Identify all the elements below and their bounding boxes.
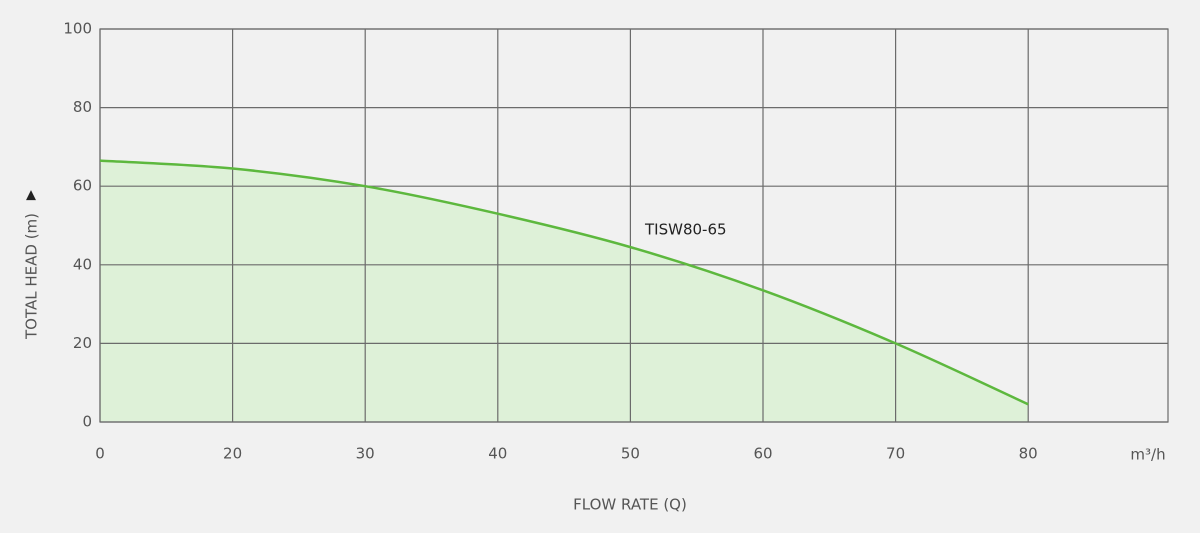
x-axis-label: FLOW RATE (Q) xyxy=(573,496,687,514)
y-tick-label: 80 xyxy=(73,98,92,116)
y-axis-marker: ▲ xyxy=(26,188,36,203)
y-tick-label: 0 xyxy=(82,413,92,431)
x-tick-label: 20 xyxy=(223,445,242,463)
x-tick-label: 70 xyxy=(886,445,905,463)
line xyxy=(99,159,1029,406)
y-tick-label: 100 xyxy=(63,20,92,38)
plot-frame xyxy=(99,28,1169,423)
x-tick-label: 80 xyxy=(1019,445,1038,463)
x-tick-label: 50 xyxy=(621,445,640,463)
x-tick-label: 0 xyxy=(95,445,105,463)
y-axis-label: TOTAL HEAD (m) xyxy=(23,213,41,340)
annotation: TISW80-65 xyxy=(644,221,727,239)
area xyxy=(100,160,1029,422)
x-tick-label: 40 xyxy=(488,445,507,463)
x-tick-label: 30 xyxy=(356,445,375,463)
y-tick-label: 20 xyxy=(73,334,92,352)
x-tick-label: 60 xyxy=(753,445,772,463)
y-tick-label: 40 xyxy=(73,255,92,273)
x-unit: m³/h xyxy=(1130,446,1165,464)
y-tick-label: 60 xyxy=(73,177,92,195)
